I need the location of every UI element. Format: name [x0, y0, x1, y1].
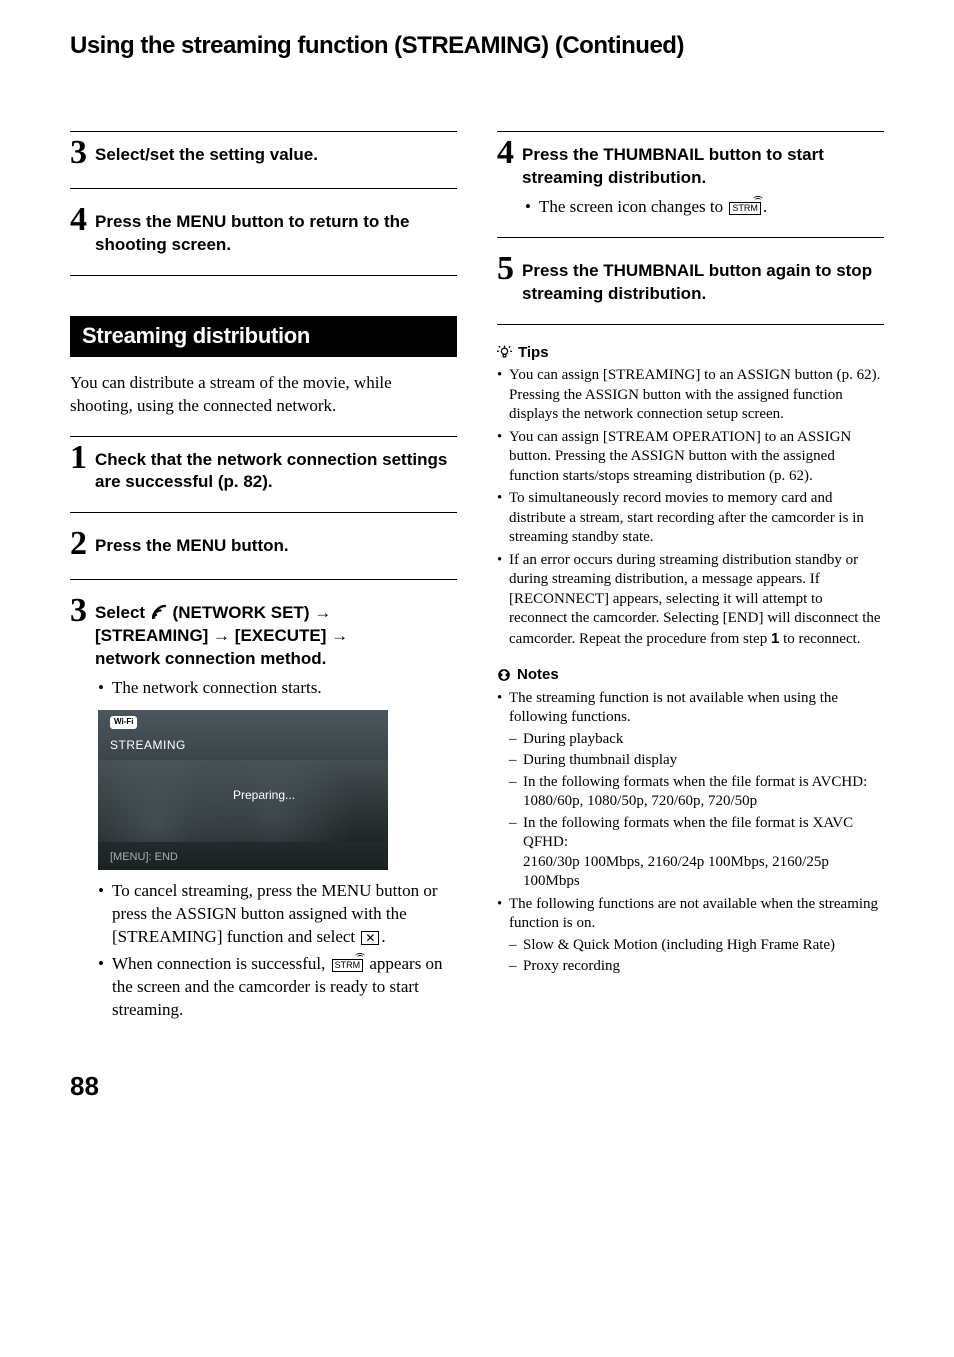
step-title: Press the THUMBNAIL button to start stre…: [522, 140, 884, 190]
step-3b: 3 Select (NETWORK SET) → [STREAMING] → […: [70, 598, 457, 1021]
step-number: 4: [70, 203, 87, 237]
strm-icon: STRM: [729, 202, 761, 215]
notes-label: Notes: [517, 665, 559, 685]
step-title: Check that the network connection settin…: [95, 445, 457, 495]
step-title-text: network connection method.: [95, 649, 326, 668]
step-body-bullet: The network connection starts.: [98, 677, 457, 700]
step-5: 5 Press the THUMBNAIL button again to st…: [497, 256, 884, 325]
step-number: 5: [497, 252, 514, 286]
strm-icon: STRM: [332, 959, 364, 972]
step-body-bullet: To cancel streaming, press the MENU butt…: [98, 880, 457, 949]
note-sub-item: During thumbnail display: [509, 751, 884, 771]
preparing-label: Preparing...: [233, 788, 295, 804]
right-column: 4 Press the THUMBNAIL button to start st…: [497, 131, 884, 1040]
x-icon: ✕: [361, 931, 379, 945]
step-body-bullet: When connection is successful, STRM appe…: [98, 953, 457, 1022]
tips-list: You can assign [STREAMING] to an ASSIGN …: [497, 366, 884, 649]
tips-icon: [497, 345, 512, 360]
step-1: 1 Check that the network connection sett…: [70, 436, 457, 514]
note-item: The streaming function is not available …: [497, 689, 884, 892]
step-body-bullet: The screen icon changes to STRM.: [525, 196, 884, 219]
step-4b: 4 Press the THUMBNAIL button to start st…: [497, 131, 884, 238]
step-4a: 4 Press the MENU button to return to the…: [70, 207, 457, 276]
notes-list: The streaming function is not available …: [497, 689, 884, 977]
tip-item: You can assign [STREAM OPERATION] to an …: [497, 428, 884, 487]
section-intro: You can distribute a stream of the movie…: [70, 372, 457, 418]
step-number: 2: [70, 527, 87, 561]
wifi-badge: Wi-Fi: [110, 716, 137, 728]
streaming-screenshot: Wi-Fi STREAMING Preparing... [MENU]: END: [98, 710, 388, 870]
left-column: 3 Select/set the setting value. 4 Press …: [70, 131, 457, 1040]
step-title-text: [EXECUTE]: [235, 626, 331, 645]
step-title: Press the MENU button.: [95, 531, 289, 558]
tip-item: If an error occurs during streaming dist…: [497, 551, 884, 650]
step-2: 2 Press the MENU button.: [70, 531, 457, 580]
note-sub-item: In the following formats when the file f…: [509, 814, 884, 892]
tip-item: You can assign [STREAMING] to an ASSIGN …: [497, 366, 884, 425]
network-icon: [150, 602, 168, 625]
note-sub-item: During playback: [509, 730, 884, 750]
step-number: 4: [497, 136, 514, 170]
streaming-label: STREAMING: [110, 738, 186, 754]
tips-heading: Tips: [497, 343, 884, 363]
step-number: 1: [70, 441, 87, 475]
note-sub-item: In the following formats when the file f…: [509, 773, 884, 812]
step-title: Select/set the setting value.: [95, 140, 318, 167]
step-title-text: [STREAMING]: [95, 626, 213, 645]
section-heading: Streaming distribution: [70, 316, 457, 357]
notes-icon: [497, 668, 511, 682]
step-title: Press the THUMBNAIL button again to stop…: [522, 256, 884, 306]
step-title: Press the MENU button to return to the s…: [95, 207, 457, 257]
menu-end-label: [MENU]: END: [110, 850, 178, 864]
step-title-text: (NETWORK SET): [173, 603, 315, 622]
page-title: Using the streaming function (STREAMING)…: [70, 30, 884, 61]
step-title-text: Select: [95, 603, 150, 622]
step-number: 3: [70, 594, 87, 628]
page-number: 88: [70, 1070, 884, 1104]
note-sub-item: Proxy recording: [509, 957, 884, 977]
step-number: 3: [70, 136, 87, 170]
tip-item: To simultaneously record movies to memor…: [497, 489, 884, 548]
note-item: The following functions are not availabl…: [497, 895, 884, 977]
tips-label: Tips: [518, 343, 549, 363]
columns: 3 Select/set the setting value. 4 Press …: [70, 131, 884, 1040]
note-sub-item: Slow & Quick Motion (including High Fram…: [509, 936, 884, 956]
step-title: Select (NETWORK SET) → [STREAMING] → [EX…: [95, 598, 348, 671]
notes-heading: Notes: [497, 665, 884, 685]
step-3a: 3 Select/set the setting value.: [70, 131, 457, 189]
